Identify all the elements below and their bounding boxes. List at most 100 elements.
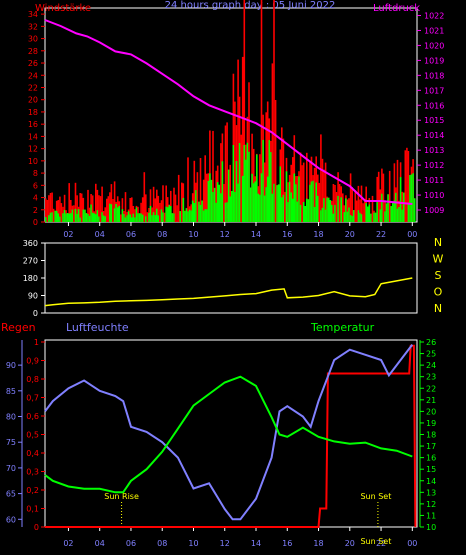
gust-bar [187,157,189,222]
gust-bar [281,127,283,222]
wind-bar [93,213,96,222]
gust-bar [351,187,353,222]
time-tick-label: 00 [407,230,417,239]
wind-bar [376,201,378,222]
wind-direction-line [44,277,413,307]
wind-bar [126,215,128,222]
wind-bar [385,203,388,222]
wind-bar [154,215,156,222]
wind-tick-label: 16 [28,120,38,129]
gust-bar [95,183,97,222]
wind-bar [265,187,267,222]
gust-bar [274,100,277,222]
rain-tick-label: 0,8 [26,375,39,384]
wind-bar [160,209,163,222]
wind-bar [290,192,292,222]
gust-bar [199,158,202,222]
wind-bar [256,154,258,222]
pressure-tick-label: 1009 [424,206,444,215]
gust-bar [129,198,131,222]
temperature-tick-label: 12 [426,500,436,509]
wind-bar [74,208,77,222]
gust-bar [74,182,77,222]
wind-bar [285,171,288,222]
rain-tick-label: 1 [34,338,39,347]
temperature-tick-label: 17 [426,442,436,451]
gust-bar [371,195,374,222]
gust-bar [110,184,113,222]
gust-bar [196,172,199,222]
wind-bar [374,212,377,222]
wind-pressure-panel: Windstärke 24 hours graph day : 05 Juni … [28,0,444,239]
wind-bar [252,183,255,222]
wind-bar [257,193,260,222]
wind-bar [151,215,153,222]
gust-bar [406,147,408,222]
gust-bar [384,200,386,222]
direction-tick-label: 270 [23,257,38,266]
wind-bar [201,200,203,222]
wind-bar [331,204,333,222]
wind-bar [281,197,283,222]
wind-tick-label: 34 [28,10,38,19]
gust-bar [357,185,360,222]
compass-label: N [434,302,442,315]
time-tick-label: 08 [157,230,167,239]
gust-bar [96,189,99,222]
wind-tick-label: 4 [33,194,38,203]
temperature-title: Temperatur [310,321,375,334]
humidity-tick-label: 65 [6,490,16,499]
time-tick-label: 20 [345,539,355,548]
rain-tick-label: 0,7 [26,394,39,403]
wind-bar [113,208,116,222]
wind-bar [96,210,99,222]
time-tick-label: 10 [188,230,198,239]
wind-time-axis: 02 04 06 08 10 12 14 16 18 20 22 00 [63,222,417,239]
wind-bar [312,180,314,222]
wind-bar [149,205,152,222]
rain-title: Regen [1,321,36,334]
wind-bar [407,202,410,222]
wind-bar [245,159,247,222]
gust-bar [363,198,366,222]
gust-bar [226,122,228,222]
wind-bar [215,202,217,222]
wind-bar [63,210,66,222]
gust-bar [282,138,285,222]
gust-bar [334,185,336,222]
temperature-tick-label: 21 [426,396,436,405]
wind-bar [295,184,297,222]
gust-bar [401,191,403,222]
wind-bar [273,183,275,222]
wind-bar [263,195,266,222]
direction-tick-label: 360 [23,239,38,248]
wind-bar [266,176,269,222]
wind-bar [302,202,305,222]
wind-bar [296,201,299,222]
gust-bar [263,162,266,222]
direction-tick-label: 0 [33,309,38,318]
wind-bar [110,204,113,222]
gust-bar [176,205,178,222]
gust-bar [237,59,239,222]
wind-bar [262,139,264,222]
wind-bar [345,198,347,222]
gust-bar [163,212,166,222]
gust-bar [360,185,363,222]
wind-tick-label: 32 [28,22,38,31]
wind-bar [409,175,411,222]
temperature-tick-label: 19 [426,419,436,428]
wind-bar [184,211,186,222]
wind-bar [82,209,85,222]
wind-bar [237,183,239,222]
time-tick-label: 14 [251,230,261,239]
sun-set-label-axis: Sun Set [360,537,391,546]
wind-bar [152,212,155,222]
gust-bar [354,190,357,222]
gust-bar [145,194,147,222]
wind-tick-label: 30 [28,35,38,44]
wind-bar [271,193,274,222]
time-tick-label: 02 [63,539,73,548]
